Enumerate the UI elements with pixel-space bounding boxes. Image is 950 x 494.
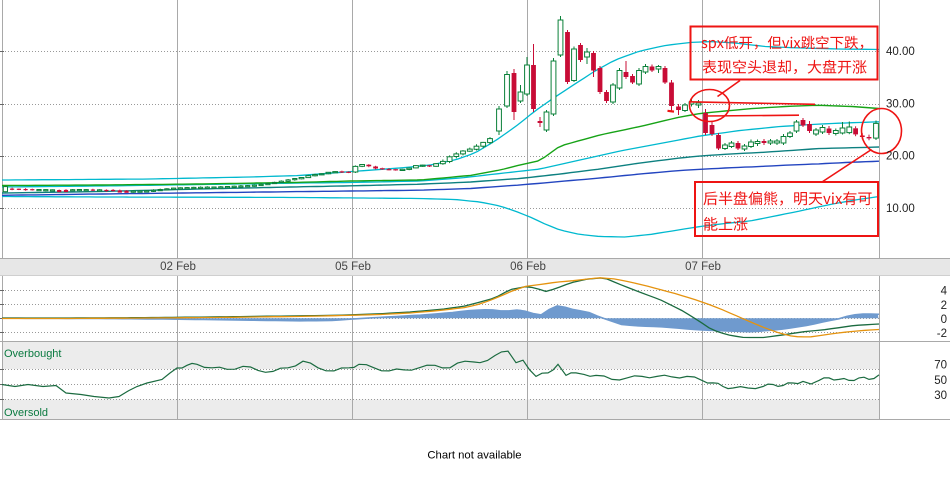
svg-text:-2: -2 <box>937 328 947 340</box>
svg-text:06 Feb: 06 Feb <box>510 261 546 273</box>
svg-text:Chart not available: Chart not available <box>427 450 521 462</box>
svg-text:10.00: 10.00 <box>886 203 915 215</box>
svg-text:Overbought: Overbought <box>4 348 61 360</box>
svg-text:40.00: 40.00 <box>886 46 915 58</box>
svg-text:70: 70 <box>934 360 947 372</box>
svg-text:02 Feb: 02 Feb <box>160 261 196 273</box>
svg-text:Oversold: Oversold <box>4 407 48 419</box>
svg-text:30.00: 30.00 <box>886 99 915 111</box>
svg-text:50: 50 <box>934 375 947 387</box>
svg-text:20.00: 20.00 <box>886 151 915 163</box>
svg-text:30: 30 <box>934 390 947 402</box>
svg-text:07 Feb: 07 Feb <box>685 261 721 273</box>
svg-text:4: 4 <box>941 286 948 298</box>
svg-text:2: 2 <box>941 300 947 312</box>
svg-text:0: 0 <box>941 314 947 326</box>
svg-text:05 Feb: 05 Feb <box>335 261 371 273</box>
